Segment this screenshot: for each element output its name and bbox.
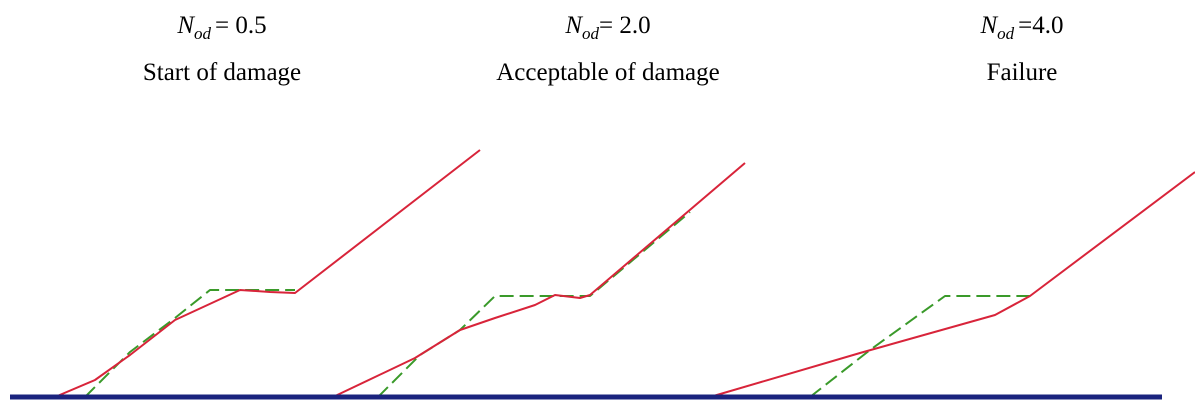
damage-number: Nod = 0.5 bbox=[176, 12, 266, 43]
symbol: N bbox=[979, 12, 998, 39]
caption: Start of damage bbox=[143, 59, 301, 86]
panel-labels: Nod = 0.5 Start of damage Nod= 2.0 Accept… bbox=[143, 12, 1064, 86]
subscript: od bbox=[997, 24, 1015, 43]
value: =4.0 bbox=[1018, 12, 1063, 39]
damaged-profile bbox=[54, 149, 481, 398]
subscript: od bbox=[194, 24, 212, 43]
subscript: od bbox=[582, 24, 600, 43]
caption: Acceptable of damage bbox=[496, 59, 720, 86]
symbol: N bbox=[176, 12, 195, 39]
symbol: N bbox=[564, 12, 583, 39]
damaged-profile bbox=[332, 162, 746, 398]
value: = 2.0 bbox=[599, 12, 651, 39]
initial-profile bbox=[84, 289, 295, 398]
damage-number: Nod= 2.0 bbox=[564, 12, 650, 43]
value: = 0.5 bbox=[215, 12, 267, 39]
damaged-profile bbox=[709, 171, 1195, 398]
profiles bbox=[54, 149, 1195, 398]
caption: Failure bbox=[987, 59, 1058, 86]
initial-profile bbox=[809, 295, 1030, 398]
damage-number: Nod =4.0 bbox=[979, 12, 1063, 43]
